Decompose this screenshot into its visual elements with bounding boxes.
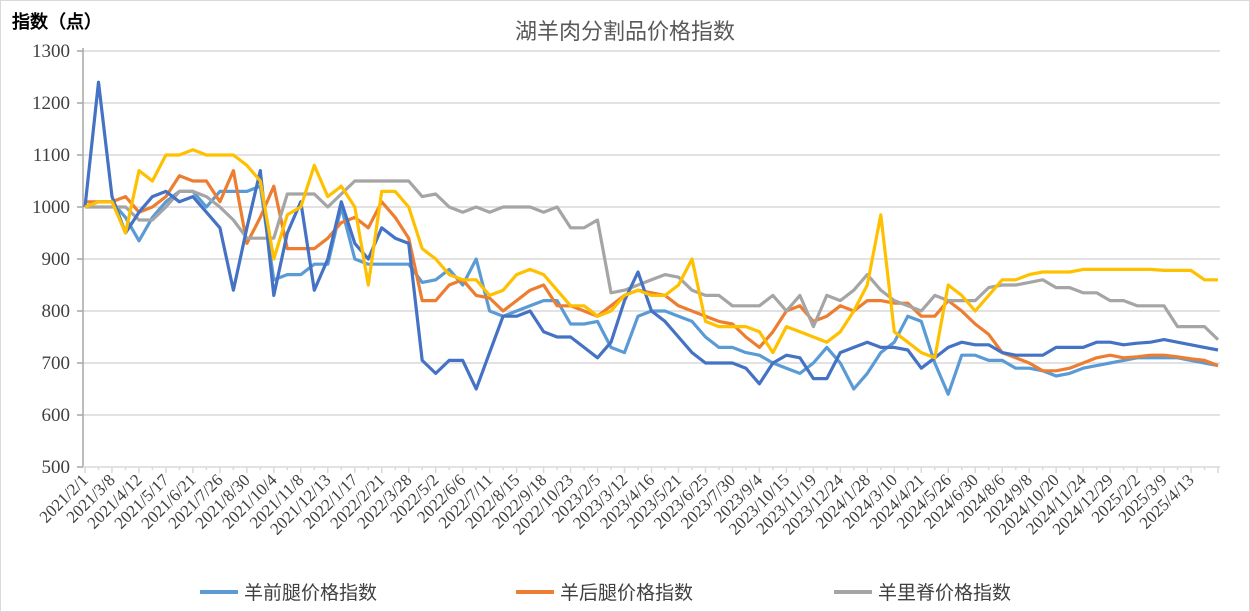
series-line-3: [85, 179, 1220, 341]
series-line-4: [83, 80, 1219, 391]
y-axis-label: 指数（点）: [12, 12, 102, 33]
legend-item-tenderloin: 羊里脊价格指数: [834, 578, 1011, 605]
legend-item-foreleg: 羊前腿价格指数: [200, 578, 377, 605]
legend-swatch: [834, 589, 872, 594]
y-tick-label: 900: [42, 249, 71, 270]
y-tick-label: 1000: [32, 197, 70, 218]
series-line-5: [84, 148, 1218, 360]
y-tick-label: 600: [42, 405, 71, 426]
y-tick-label: 1100: [33, 145, 70, 166]
y-tick-label: 800: [42, 301, 71, 322]
series-line-2: [85, 169, 1219, 373]
legend-swatch: [200, 589, 238, 594]
legend-swatch: [516, 589, 554, 594]
legend-label: 羊里脊价格指数: [878, 582, 1012, 604]
legend-label: 羊前腿价格指数: [244, 582, 378, 604]
legend-item-hindleg: 羊后腿价格指数: [516, 578, 693, 605]
y-tick-label: 700: [42, 353, 71, 374]
y-tick-label: 500: [42, 457, 71, 478]
y-tick-label: 1200: [32, 93, 70, 114]
legend-label: 羊后腿价格指数: [560, 582, 694, 604]
y-tick-label: 1300: [32, 41, 70, 62]
chart-title: 湖羊肉分割品价格指数: [514, 20, 735, 45]
